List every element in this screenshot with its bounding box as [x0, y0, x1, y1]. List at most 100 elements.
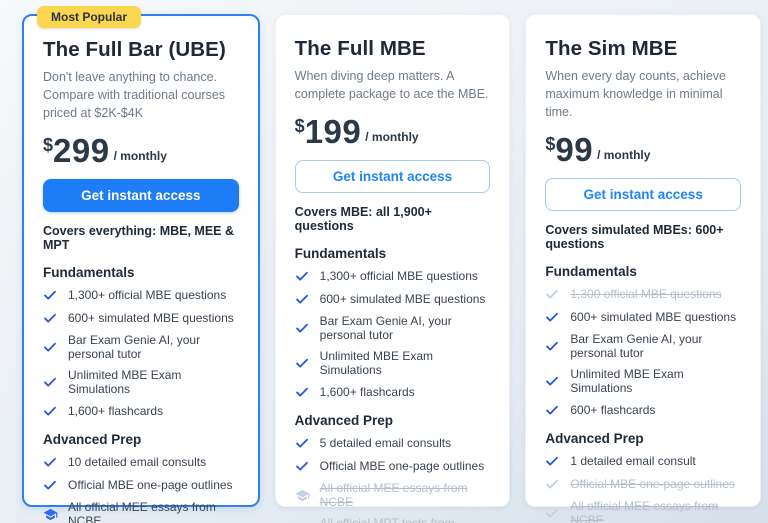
feature-item: 1 detailed email consult	[545, 453, 741, 469]
check-icon	[545, 310, 561, 324]
plan-description: Don't leave anything to chance. Compare …	[43, 70, 226, 121]
feature-label: 1,300+ official MBE questions	[319, 269, 478, 284]
feature-label: Official MBE one-page outlines	[570, 477, 735, 492]
pricing-card-full-mbe: The Full MBE When diving deep matters. A…	[274, 14, 511, 523]
feature-item: All official MPT tests from NCBE	[295, 516, 491, 523]
check-icon	[43, 311, 59, 325]
most-popular-badge: Most Popular	[37, 6, 142, 28]
advanced-prep-section-label: Advanced Prep	[43, 432, 142, 448]
feature-item: All official MEE essays from NCBE	[295, 481, 491, 509]
plan-price: $ 199 / monthly	[295, 115, 491, 148]
feature-item: Unlimited MBE Exam Simulations	[43, 368, 239, 396]
coverage-line: Covers everything: MBE, MEE & MPT	[43, 224, 235, 253]
check-icon	[43, 288, 59, 302]
get-instant-access-button[interactable]: Get instant access	[43, 179, 239, 213]
feature-item: Unlimited MBE Exam Simulations	[295, 349, 491, 377]
feature-label: 1,600+ flashcards	[68, 404, 164, 419]
plan-title: The Full MBE	[294, 37, 426, 60]
feature-item: Official MBE one-page outlines	[295, 458, 491, 474]
feature-item: 1,300 official MBE questions	[545, 286, 741, 302]
plan-title: The Full Bar (UBE)	[43, 38, 226, 61]
feature-item: Official MBE one-page outlines	[43, 477, 239, 493]
feature-item: 10 detailed email consults	[43, 454, 239, 470]
feature-item: 1,300+ official MBE questions	[43, 287, 239, 303]
check-icon	[295, 292, 311, 306]
price-amount: 299	[53, 132, 110, 170]
check-icon	[545, 374, 561, 388]
feature-label: 600+ simulated MBE questions	[68, 311, 234, 326]
check-icon	[43, 404, 59, 418]
coverage-line: Covers MBE: all 1,900+ questions	[294, 205, 432, 234]
check-icon	[545, 477, 561, 491]
fundamentals-section-label: Fundamentals	[43, 265, 135, 281]
check-icon	[43, 375, 59, 389]
check-icon	[545, 403, 561, 417]
advanced-prep-section-label: Advanced Prep	[545, 431, 644, 447]
feature-item: 1,600+ flashcards	[295, 384, 491, 400]
advanced-prep-list: 10 detailed email consults Official MBE o…	[43, 454, 239, 523]
feature-label: 600+ simulated MBE questions	[319, 292, 486, 307]
advanced-prep-list: 5 detailed email consults Official MBE on…	[295, 435, 491, 523]
feature-item: All official MEE essays from NCBE	[43, 500, 239, 523]
fundamentals-list: 1,300 official MBE questions 600+ simulat…	[545, 286, 741, 418]
feature-item: All official MEE essays from NCBE	[545, 499, 741, 523]
feature-label: Unlimited MBE Exam Simulations	[68, 368, 182, 397]
feature-item: Unlimited MBE Exam Simulations	[545, 367, 741, 395]
feature-label: All official MEE essays from NCBE	[570, 499, 719, 523]
feature-label: All official MPT tests from NCBE	[320, 516, 491, 523]
feature-item: Bar Exam Genie AI, your personal tutor	[295, 314, 491, 342]
check-icon	[295, 459, 311, 473]
feature-label: Unlimited MBE Exam Simulations	[319, 349, 434, 378]
price-period: / monthly	[597, 148, 651, 163]
feature-label: All official MEE essays from NCBE	[68, 500, 216, 523]
check-icon	[295, 269, 311, 283]
price-amount: 99	[555, 131, 594, 169]
pricing-card-sim-mbe: The Sim MBE When every day counts, achie…	[525, 14, 762, 523]
graduation-cap-icon	[43, 507, 59, 522]
check-icon	[545, 454, 561, 468]
check-icon	[295, 385, 311, 399]
advanced-prep-section-label: Advanced Prep	[294, 413, 393, 429]
check-icon	[43, 478, 59, 492]
plan-description: When diving deep matters. A complete pac…	[294, 69, 489, 102]
advanced-prep-list: 1 detailed email consult Official MBE one…	[545, 453, 741, 523]
feature-item: 600+ flashcards	[545, 402, 741, 418]
feature-label: 600+ flashcards	[570, 403, 656, 418]
plan-price: $ 299 / monthly	[43, 134, 239, 167]
price-amount: 199	[304, 113, 362, 151]
get-instant-access-button[interactable]: Get instant access	[294, 160, 491, 194]
feature-label: 5 detailed email consults	[319, 436, 452, 451]
feature-item: 600+ simulated MBE questions	[295, 291, 491, 307]
feature-label: 1,600+ flashcards	[319, 385, 415, 400]
feature-label: Bar Exam Genie AI, your personal tutor	[570, 332, 703, 361]
fundamentals-list: 1,300+ official MBE questions 600+ simula…	[295, 268, 491, 400]
currency-symbol: $	[294, 116, 305, 137]
feature-label: Bar Exam Genie AI, your personal tutor	[68, 333, 201, 362]
fundamentals-section-label: Fundamentals	[294, 246, 387, 262]
feature-item: Bar Exam Genie AI, your personal tutor	[43, 333, 239, 361]
check-icon	[295, 356, 311, 370]
feature-item: 1,600+ flashcards	[43, 403, 239, 419]
feature-label: 1,300 official MBE questions	[570, 287, 722, 302]
feature-item: 600+ simulated MBE questions	[545, 309, 741, 325]
check-icon	[295, 321, 311, 335]
feature-item: Official MBE one-page outlines	[545, 476, 741, 492]
coverage-line: Covers simulated MBEs: 600+ questions	[545, 223, 724, 252]
price-period: / monthly	[365, 130, 419, 145]
plan-price: $ 99 / monthly	[545, 133, 741, 166]
feature-item: Bar Exam Genie AI, your personal tutor	[545, 332, 741, 360]
fundamentals-section-label: Fundamentals	[545, 264, 637, 280]
get-instant-access-button[interactable]: Get instant access	[545, 178, 742, 212]
feature-label: Official MBE one-page outlines	[319, 459, 485, 474]
fundamentals-list: 1,300+ official MBE questions 600+ simula…	[43, 287, 239, 419]
check-icon	[545, 287, 561, 301]
check-icon	[295, 436, 311, 450]
feature-item: 1,300+ official MBE questions	[295, 268, 491, 284]
feature-label: 10 detailed email consults	[68, 455, 207, 470]
check-icon	[43, 340, 59, 354]
feature-label: 1 detailed email consult	[570, 454, 696, 469]
feature-label: All official MEE essays from NCBE	[319, 481, 468, 510]
feature-item: 5 detailed email consults	[295, 435, 491, 451]
plan-title: The Sim MBE	[545, 37, 678, 60]
